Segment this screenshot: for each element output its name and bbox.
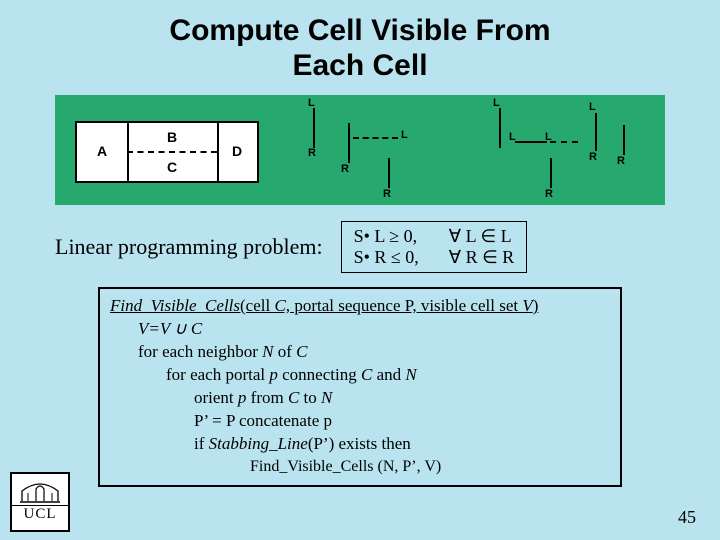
algo-line: P’ = P concatenate p	[194, 411, 332, 430]
cell-C: C	[167, 159, 177, 175]
portal-panel-2: L L L L R R R	[475, 103, 645, 198]
t: Stabbing_Line	[209, 434, 308, 453]
t: to	[299, 388, 321, 407]
tag-L: L	[545, 131, 552, 143]
lp-row: Linear programming problem: S• L ≥ 0, S•…	[55, 221, 665, 273]
t: orient	[194, 388, 238, 407]
diagram-band: A B C D L R R L R L L L L R R R	[55, 95, 665, 205]
t: portal sequence P, visible cell set	[290, 296, 522, 315]
algo-line: Find_Visible_Cells (N, P’, V)	[250, 458, 441, 475]
t: C	[361, 365, 372, 384]
t: for each neighbor	[138, 342, 262, 361]
tag-L: L	[589, 101, 596, 113]
t: p	[269, 365, 278, 384]
t: of	[273, 342, 296, 361]
t: N	[262, 342, 273, 361]
title-line-2: Each Cell	[292, 49, 427, 82]
lp-label: Linear programming problem:	[55, 234, 323, 260]
t: connecting	[278, 365, 361, 384]
t: V	[522, 296, 532, 315]
tag-L: L	[401, 129, 408, 141]
t: (cell	[240, 296, 274, 315]
lp-constraints-box: S• L ≥ 0, S• R ≤ 0, ∀ L ∈ L ∀ R ∈ R	[341, 221, 528, 273]
tag-R: R	[545, 188, 553, 200]
t: C	[288, 388, 299, 407]
cell-grid: A B C D	[75, 121, 259, 183]
tag-R: R	[617, 155, 625, 167]
tag-L: L	[308, 97, 315, 109]
t: and	[372, 365, 405, 384]
t: from	[246, 388, 288, 407]
t: N	[321, 388, 332, 407]
tag-R: R	[308, 147, 316, 159]
fn-name: Find_Visible_Cells	[110, 296, 240, 315]
dome-icon	[20, 477, 60, 503]
t: N	[405, 365, 416, 384]
cell-B: B	[167, 129, 177, 145]
t: if	[194, 434, 209, 453]
slide-title: Compute Cell Visible From Each Cell	[0, 0, 720, 83]
logo-text: UCL	[12, 505, 68, 523]
t: exists then	[334, 434, 411, 453]
title-line-1: Compute Cell Visible From	[169, 14, 550, 47]
tag-L: L	[509, 131, 516, 143]
quantifier-2: ∀ R ∈ R	[449, 247, 515, 268]
algo-line: V=V ∪ C	[138, 319, 202, 338]
t: (P’)	[308, 434, 334, 453]
tag-R: R	[341, 163, 349, 175]
t: for each portal	[166, 365, 269, 384]
algorithm-box: Find_Visible_Cells(cell C, portal sequen…	[98, 287, 622, 487]
t: C	[296, 342, 307, 361]
constraint-2: S• R ≤ 0,	[354, 247, 419, 268]
tag-L: L	[493, 97, 500, 109]
t: C,	[274, 296, 290, 315]
tag-R: R	[383, 188, 391, 200]
cell-D: D	[232, 143, 242, 159]
t: )	[533, 296, 539, 315]
cell-A: A	[97, 143, 107, 159]
constraint-1: S• L ≥ 0,	[354, 226, 419, 247]
ucl-logo: UCL	[10, 472, 70, 532]
quantifier-1: ∀ L ∈ L	[449, 226, 515, 247]
portal-panel-1: L R R L R	[293, 103, 463, 198]
page-number: 45	[678, 507, 696, 528]
tag-R: R	[589, 151, 597, 163]
